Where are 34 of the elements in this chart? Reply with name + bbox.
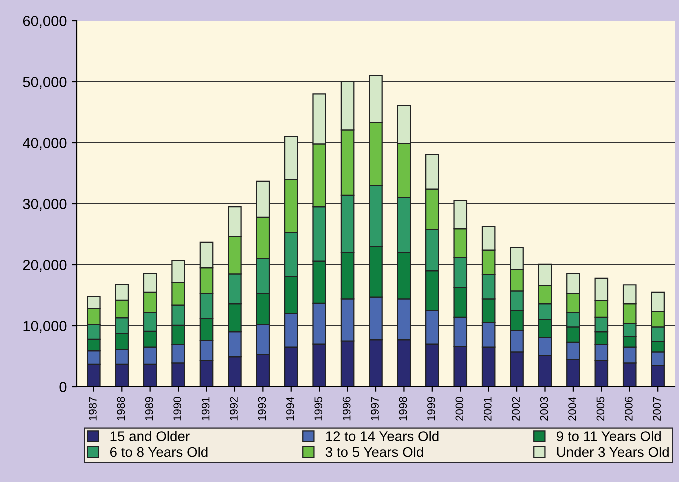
- x-tick-label: 2003: [540, 397, 548, 421]
- y-tick-label: 30,000: [23, 199, 67, 212]
- x-tick-label: 2002: [512, 397, 520, 421]
- x-tick-label: 1990: [174, 397, 182, 421]
- x-tick-label: 1998: [399, 397, 408, 421]
- x-tick-label: 1988: [117, 397, 126, 421]
- y-tick-label: 20,000: [23, 260, 67, 272]
- legend-label: 6 to 8 Years Old: [110, 447, 208, 458]
- legend-label: 12 to 14 Years Old: [326, 431, 439, 442]
- y-tick-label: 10,000: [24, 321, 67, 334]
- x-tick-label: 2007: [653, 397, 662, 421]
- legend-label: 9 to 11 Years Old: [556, 431, 661, 442]
- y-tick-label: 50,000: [23, 77, 67, 90]
- x-tick-label: 1987: [89, 397, 97, 421]
- x-tick-label: 2001: [484, 397, 492, 421]
- y-tick-label: 0: [60, 382, 67, 392]
- legend-label: 3 to 5 Years Old: [326, 447, 424, 458]
- x-tick-label: 2000: [456, 397, 464, 421]
- x-tick-label: 1993: [258, 397, 266, 421]
- x-tick-label: 1989: [145, 397, 154, 421]
- x-tick-label: 1991: [202, 397, 210, 421]
- x-tick-label: 2005: [596, 397, 605, 421]
- x-tick-label: 1994: [286, 397, 294, 421]
- x-tick-label: 1992: [230, 397, 238, 421]
- x-tick-label: 1997: [371, 397, 379, 421]
- y-tick-label: 60,000: [23, 16, 67, 28]
- x-tick-label: 2006: [624, 397, 633, 421]
- x-tick-label: 1999: [428, 397, 436, 421]
- x-tick-label: 1995: [314, 397, 323, 421]
- legend-label: Under 3 Years Old: [557, 447, 669, 458]
- x-tick-label: 2004: [568, 397, 576, 421]
- y-tick-label: 40,000: [23, 138, 67, 150]
- x-tick-label: 1996: [342, 397, 351, 421]
- legend-label: 15 and Older: [110, 431, 190, 442]
